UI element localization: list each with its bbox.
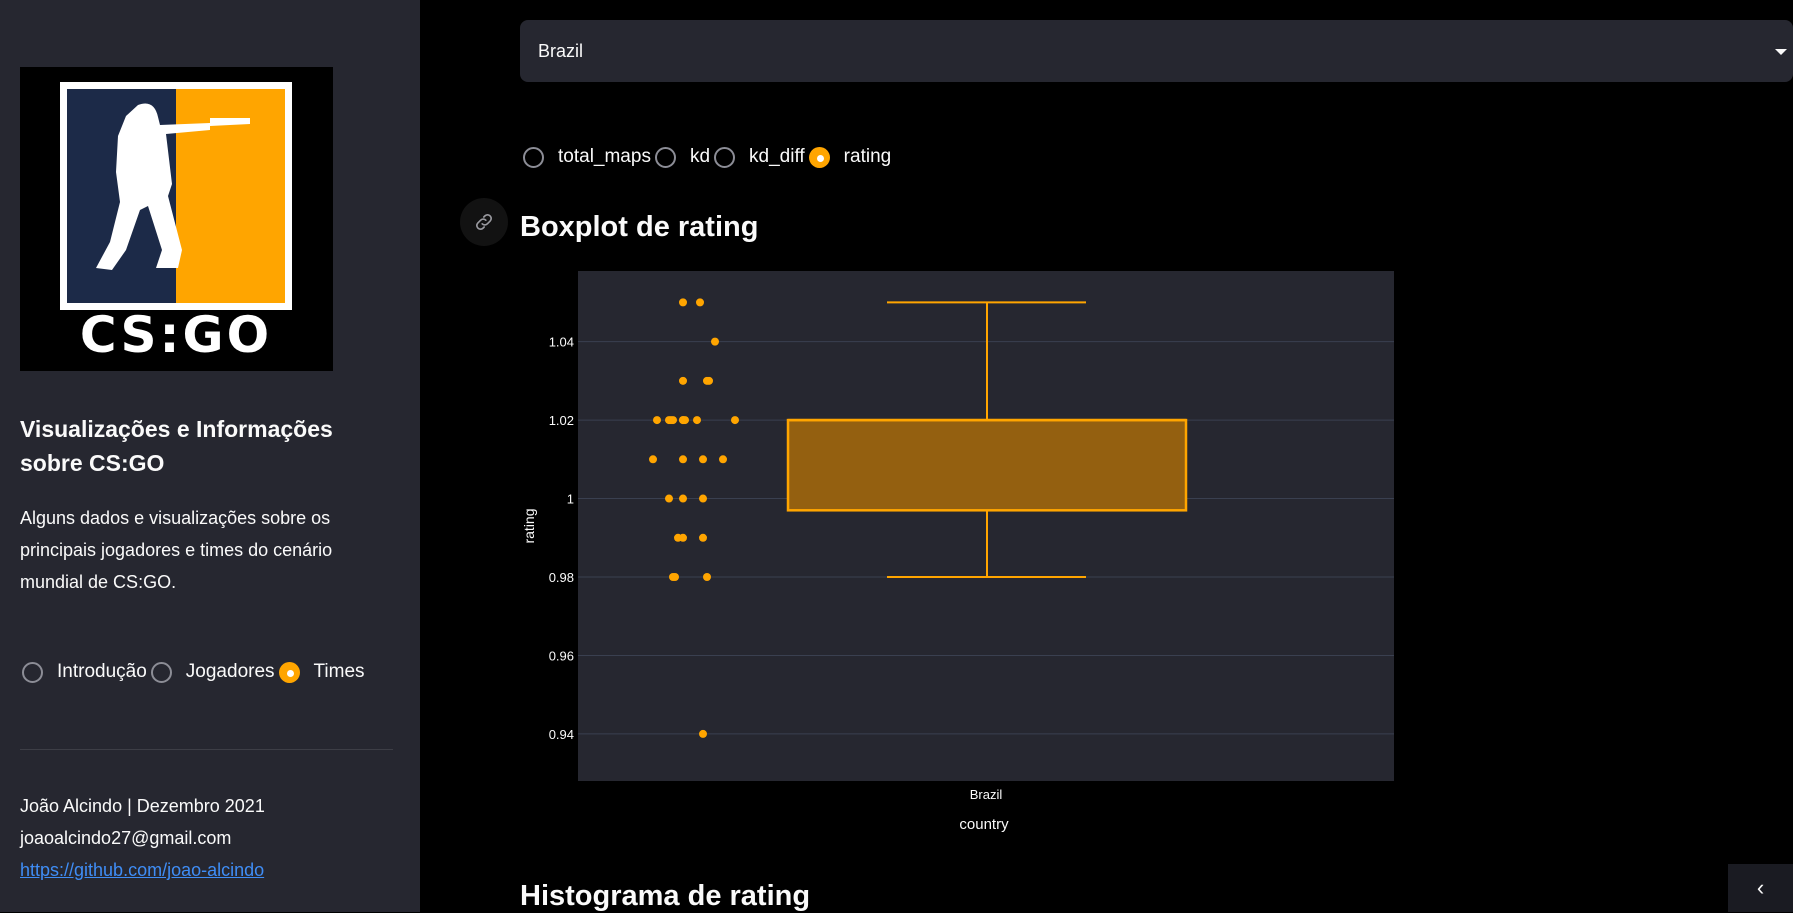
anchor-link-button[interactable] (460, 198, 508, 246)
boxplot-svg[interactable]: 0.94 0.96 0.98 1 1.02 1.04 rating Brazil country (520, 265, 1420, 840)
sidebar: CS:GO Visualizações e Informações sobre … (0, 0, 420, 912)
sidebar-title: Visualizações e Informações sobre CS:GO (20, 416, 333, 476)
radio-icon[interactable] (654, 146, 676, 168)
data-point (679, 455, 687, 464)
data-point (699, 533, 707, 542)
data-point (679, 298, 687, 307)
data-point (699, 455, 707, 464)
data-point (703, 573, 711, 581)
metric-option-total-maps[interactable]: total_maps (523, 146, 651, 168)
data-point (679, 533, 687, 542)
radio-icon[interactable] (714, 146, 736, 168)
metric-option-label: kd_diff (749, 146, 805, 167)
data-point (705, 376, 713, 385)
metric-option-label: total_maps (558, 146, 651, 167)
data-point (653, 416, 661, 425)
boxplot-title: Boxplot de rating (520, 211, 759, 243)
data-point (719, 455, 727, 464)
nav-option-times[interactable]: Times (278, 661, 365, 683)
sidebar-description: Alguns dados e visualizações sobre os pr… (20, 508, 333, 592)
sidebar-footer: João Alcindo | Dezembro 2021 joaoalcindo… (20, 790, 265, 886)
data-point (696, 298, 704, 307)
author-line: João Alcindo | Dezembro 2021 (20, 796, 265, 816)
csgo-logo-graphic: CS:GO (60, 82, 292, 364)
sidebar-divider (20, 749, 393, 750)
x-axis-label: country (959, 816, 1009, 833)
nav-option-introducao[interactable]: Introdução (22, 661, 147, 683)
data-point (649, 455, 657, 464)
author-email: joaoalcindo27@gmail.com (20, 828, 232, 848)
link-icon (476, 214, 492, 230)
data-point (711, 337, 719, 346)
x-tick-label: Brazil (970, 787, 1003, 802)
y-tick-label: 1.02 (549, 413, 574, 428)
nav-option-jogadores[interactable]: Jogadores (150, 661, 275, 683)
nav-option-label: Introdução (57, 661, 147, 682)
metric-option-label: rating (843, 146, 892, 167)
metric-radio-group: total_maps kd kd_diff rating (523, 146, 895, 168)
radio-icon[interactable] (150, 661, 172, 683)
radio-icon[interactable] (523, 146, 544, 168)
chevron-left-icon[interactable]: ‹ (1728, 864, 1793, 912)
histogram-title: Histograma de rating (520, 880, 811, 912)
data-point (665, 494, 673, 503)
radio-selected-icon[interactable] (808, 146, 830, 168)
github-link[interactable]: https://github.com/joao-alcindo (20, 860, 265, 880)
page-nav-radio-group: Introdução Jogadores Times (22, 661, 369, 683)
data-point (679, 376, 687, 385)
data-point (693, 416, 701, 425)
data-point (671, 573, 679, 581)
country-select-value: Brazil (538, 40, 584, 61)
chevron-down-icon[interactable] (1775, 49, 1787, 55)
y-tick-label: 1 (567, 492, 574, 507)
y-tick-label: 0.98 (549, 570, 574, 585)
metric-option-kd-diff[interactable]: kd_diff (714, 146, 805, 168)
metric-option-kd[interactable]: kd (654, 146, 711, 168)
boxplot-chart[interactable]: 0.94 0.96 0.98 1 1.02 1.04 rating Brazil country (520, 265, 1420, 840)
y-tick-label: 0.96 (549, 648, 574, 663)
data-point (679, 494, 687, 503)
y-axis-label: rating (521, 508, 537, 543)
country-select[interactable]: Brazil (520, 20, 1793, 82)
y-tick-label: 0.94 (549, 727, 574, 742)
metric-option-rating[interactable]: rating (808, 146, 892, 168)
logo-text: CS:GO (80, 306, 272, 364)
nav-option-label: Jogadores (185, 661, 275, 682)
csgo-logo: CS:GO (20, 67, 333, 371)
data-point (699, 494, 707, 503)
box-iqr (786, 418, 1188, 512)
data-point (699, 729, 707, 738)
nav-option-label: Times (313, 661, 365, 682)
data-point (679, 416, 687, 425)
y-tick-label: 1.04 (549, 335, 574, 350)
radio-selected-icon[interactable] (278, 661, 300, 683)
data-point (731, 416, 739, 425)
metric-option-label: kd (689, 146, 711, 167)
radio-icon[interactable] (22, 661, 43, 683)
data-point (669, 416, 677, 425)
